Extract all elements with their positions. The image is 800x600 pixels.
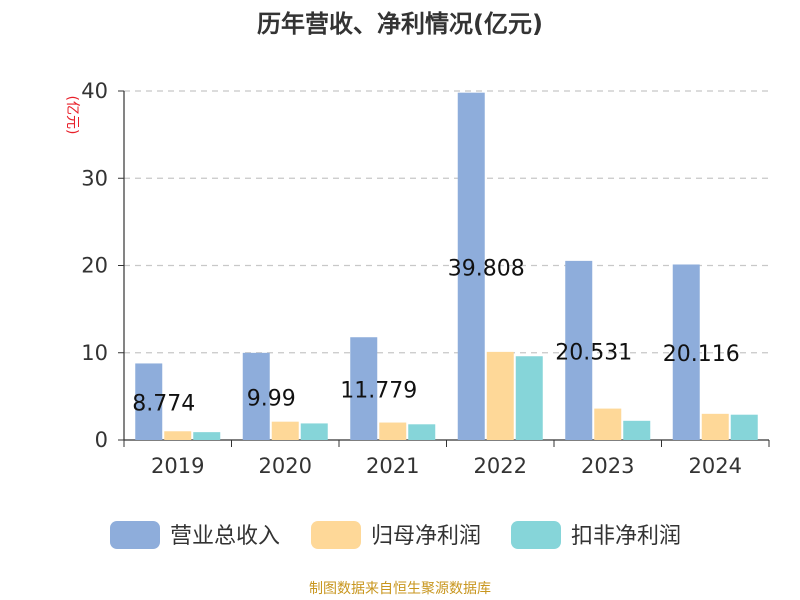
x-tick-label: 2023 [581, 454, 634, 478]
data-label: 9.99 [247, 386, 296, 411]
data-label: 20.116 [663, 342, 740, 367]
legend-swatch [311, 521, 361, 549]
chart-title: 历年营收、净利情况(亿元) [257, 10, 543, 38]
bar [193, 432, 221, 440]
legend-label: 扣非净利润 [571, 524, 681, 549]
bar [730, 414, 758, 440]
bar [350, 337, 378, 440]
bar [486, 351, 514, 440]
legend-swatch [110, 521, 160, 549]
bar [565, 260, 593, 440]
bar [672, 264, 700, 440]
y-tick-label: 30 [81, 166, 108, 190]
y-tick-label: 20 [81, 254, 108, 278]
data-label: 11.779 [340, 379, 417, 404]
y-tick-label: 40 [81, 79, 108, 103]
bar [379, 422, 407, 440]
bar [701, 413, 729, 440]
bar [408, 424, 436, 440]
bar [135, 363, 163, 440]
data-label: 8.774 [132, 392, 195, 417]
legend-label: 归母净利润 [371, 524, 481, 549]
x-tick-label: 2020 [259, 454, 312, 478]
x-tick-label: 2024 [689, 454, 742, 478]
data-labels: 8.774 9.99 11.779 39.808 20.531 20.116 [132, 256, 739, 416]
bar [300, 423, 328, 440]
source-note: 制图数据来自恒生聚源数据库 [309, 581, 491, 597]
legend-swatch [511, 521, 561, 549]
x-tick-label: 2021 [366, 454, 419, 478]
bar [457, 92, 485, 440]
bar [242, 352, 270, 440]
bar [623, 420, 651, 440]
data-label: 20.531 [555, 340, 632, 365]
bar [594, 408, 622, 440]
gridlines [124, 90, 769, 354]
axes: 0 10 20 30 40(亿元) 2019 2020 2021 2022 2023 2024 [64, 79, 770, 478]
legend: 营业总收入 归母净利润 扣非净利润 [110, 521, 681, 549]
legend-label: 营业总收入 [170, 524, 280, 549]
bar [515, 356, 543, 440]
y-tick-label: 0 [95, 428, 108, 452]
y-axis-label: (亿元) [64, 96, 80, 135]
bars [135, 92, 758, 440]
bar [271, 421, 299, 440]
x-tick-label: 2019 [151, 454, 204, 478]
data-label: 39.808 [448, 256, 525, 281]
y-tick-label: 10 [81, 341, 108, 365]
x-tick-label: 2022 [474, 454, 527, 478]
bar [164, 431, 192, 440]
